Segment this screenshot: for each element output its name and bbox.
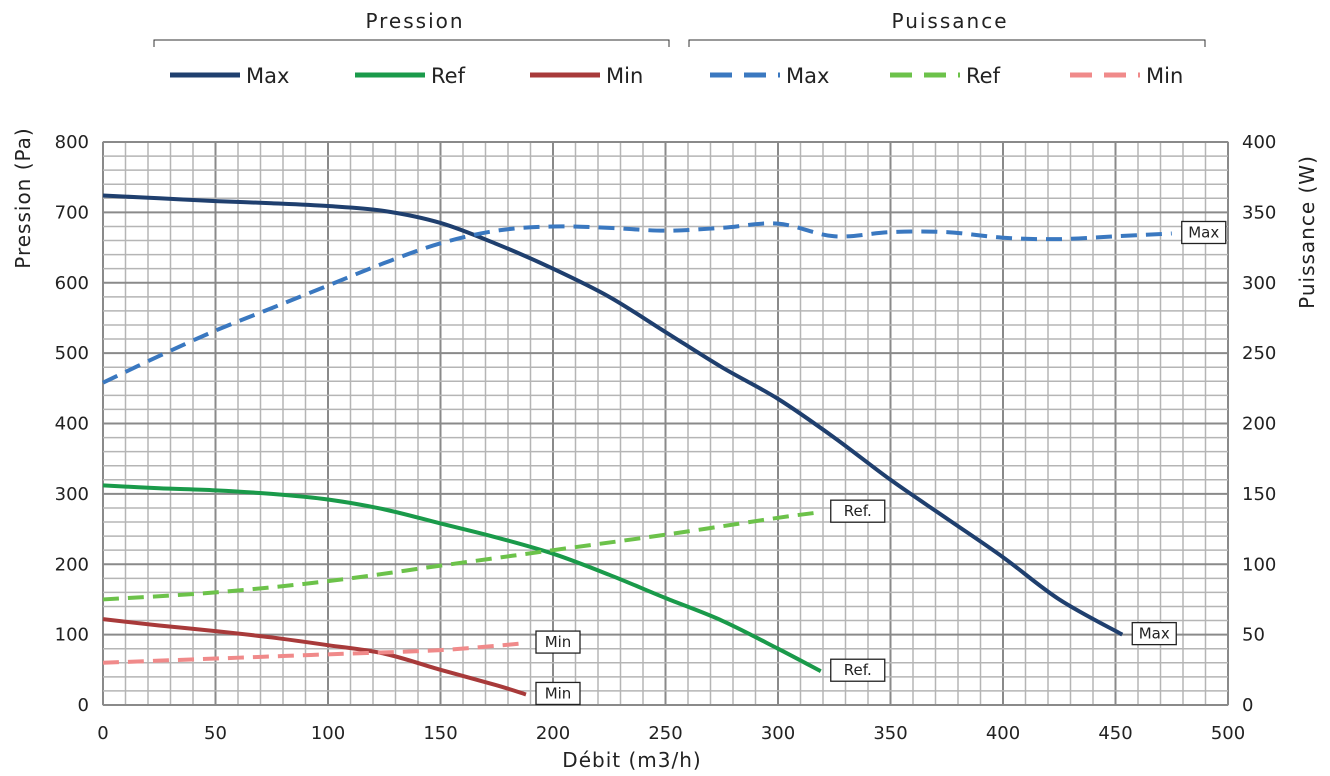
svg-text:Min: Min (545, 633, 572, 651)
y-left-tick-label: 600 (55, 273, 89, 294)
x-tick-label: 350 (873, 723, 907, 744)
legend-item-puissance-min: Min (1070, 64, 1183, 88)
y-left-tick-label: 700 (55, 202, 89, 223)
series-line-pression-max (102, 193, 1124, 637)
series-line-puissance-max (102, 221, 1172, 385)
y-axis-right-label: Puissance (W) (1295, 155, 1319, 309)
x-tick-label: 500 (1211, 723, 1245, 744)
legend-bracket-puissance (688, 39, 1206, 47)
legend-group-title-puissance: Puissance (891, 9, 1008, 33)
legend-bracket-pression (153, 39, 670, 47)
y-right-tick-label: 100 (1242, 554, 1276, 575)
end-label-puissance-max: Max (1181, 220, 1227, 245)
svg-text:Max: Max (246, 64, 289, 88)
svg-text:Min: Min (606, 64, 643, 88)
x-tick-label: 300 (761, 723, 795, 744)
y-left-tick-label: 200 (55, 554, 89, 575)
end-label-puissance-ref: Ref. (830, 499, 886, 523)
end-label-pression-ref: Ref. (830, 658, 886, 682)
y-right-tick-label: 200 (1242, 414, 1276, 435)
end-label-puissance-min: Min (535, 630, 581, 654)
svg-text:Min: Min (545, 684, 572, 702)
grid (102, 141, 1229, 706)
y-right-tick-label: 350 (1242, 202, 1276, 223)
x-tick-label: 100 (311, 723, 345, 744)
series-line-puissance-min (102, 641, 527, 665)
svg-text:Ref: Ref (966, 64, 1001, 88)
svg-text:Max: Max (1139, 625, 1170, 643)
series-layer: Max Ref. Min Max Ref. Min (102, 193, 1227, 706)
y-left-tick-label: 100 (55, 625, 89, 646)
series-line-pression-min (102, 617, 527, 697)
y-right-tick-label: 400 (1242, 132, 1276, 153)
legend-item-pression-min: Min (530, 64, 643, 88)
x-tick-label: 450 (1098, 723, 1132, 744)
tick-labels: 0 50 100 150 200 250 300 350 400 450 5000100200300… (55, 132, 1277, 744)
y-right-tick-label: 250 (1242, 343, 1276, 364)
y-left-tick-label: 400 (55, 414, 89, 435)
legend-item-puissance-max: Max (710, 64, 829, 88)
legend-item-pression-ref: Ref (355, 64, 466, 88)
x-tick-label: 50 (204, 723, 227, 744)
end-label-pression-min: Min (535, 681, 581, 706)
y-left-tick-label: 300 (55, 484, 89, 505)
y-right-tick-label: 300 (1242, 273, 1276, 294)
x-tick-label: 250 (648, 723, 682, 744)
legend-group-title-pression: Pression (365, 9, 464, 33)
legend: Max Ref Min Max Ref Min (170, 64, 1183, 88)
svg-text:Ref: Ref (431, 64, 466, 88)
series-line-pression-ref (102, 483, 822, 673)
x-tick-label: 400 (986, 723, 1020, 744)
y-left-tick-label: 800 (55, 132, 89, 153)
svg-text:Ref.: Ref. (844, 661, 872, 679)
y-right-tick-label: 150 (1242, 484, 1276, 505)
svg-text:Max: Max (786, 64, 829, 88)
svg-text:Ref.: Ref. (844, 502, 872, 520)
y-axis-left-label: Pression (Pa) (11, 127, 35, 269)
svg-text:Max: Max (1188, 223, 1219, 241)
y-left-tick-label: 0 (78, 695, 89, 716)
y-left-tick-label: 500 (55, 343, 89, 364)
y-right-tick-label: 50 (1242, 625, 1265, 646)
y-right-tick-label: 0 (1242, 695, 1253, 716)
x-tick-label: 150 (423, 723, 457, 744)
svg-text:Min: Min (1146, 64, 1183, 88)
end-label-pression-max: Max (1131, 621, 1177, 646)
legend-item-puissance-ref: Ref (890, 64, 1001, 88)
series-line-puissance-ref (102, 510, 822, 602)
x-axis-label: Débit (m3/h) (562, 748, 701, 772)
legend-item-pression-max: Max (170, 64, 289, 88)
x-tick-label: 200 (536, 723, 570, 744)
x-tick-label: 0 (97, 723, 108, 744)
